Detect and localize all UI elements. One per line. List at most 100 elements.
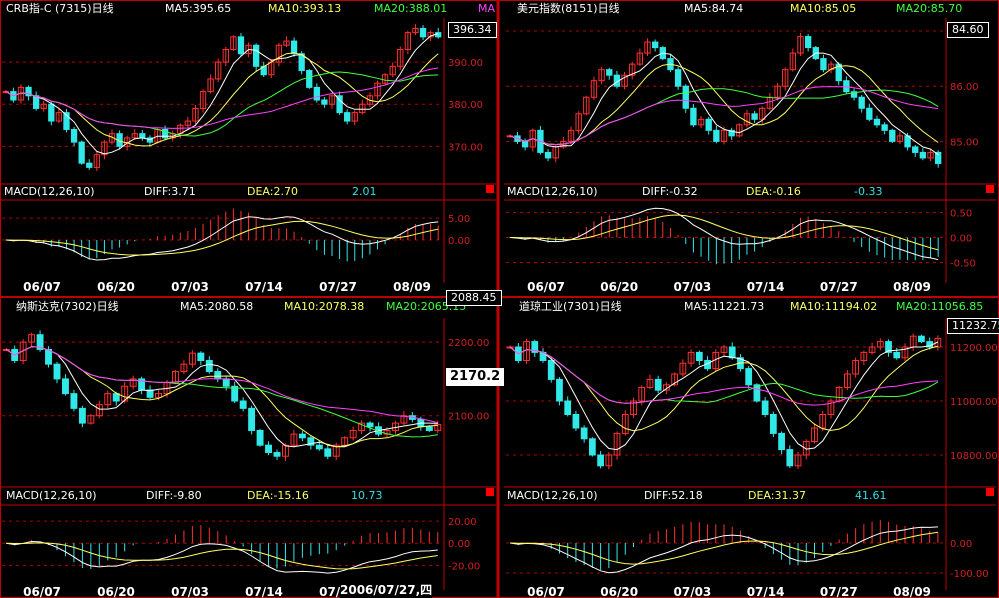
candle-body: [184, 120, 192, 126]
candle: [313, 83, 320, 103]
ma5-line: [5, 346, 438, 448]
usd-index-panel[interactable]: 美元指数(8151)日线 MA5:84.74 MA10:85.05 MA20:8…: [501, 0, 999, 296]
candle: [927, 149, 934, 162]
candle-body: [896, 135, 904, 142]
candle: [556, 377, 563, 406]
candle: [328, 93, 336, 109]
candle: [774, 82, 781, 101]
dow-jones-panel[interactable]: 道琼工业(7301)日线 MA5:11221.73 MA10:11194.02 …: [501, 298, 999, 598]
ma5-line: [509, 52, 939, 156]
candle-body: [172, 371, 179, 384]
candle-body: [843, 80, 850, 93]
candle: [215, 58, 222, 82]
candle: [131, 129, 138, 140]
candle-body: [804, 36, 812, 49]
candle-body: [794, 454, 802, 467]
nasdaq-panel[interactable]: 纳斯达克(7302)日线 MA5:2080.58 MA10:2078.38 MA…: [0, 290, 505, 598]
candle: [852, 357, 860, 378]
candle: [679, 359, 687, 377]
date-tick-label: 07/27: [319, 280, 357, 294]
candle: [613, 431, 621, 460]
candle: [858, 94, 865, 113]
candle-body: [121, 385, 129, 402]
candle-body: [556, 378, 563, 402]
candle-body: [621, 74, 628, 87]
candle: [605, 452, 613, 470]
candle-body: [687, 351, 695, 364]
macd-tick-label: 5.00: [448, 214, 470, 225]
candle: [101, 140, 108, 160]
candle: [736, 123, 743, 138]
candle: [583, 95, 590, 116]
macd-name: MACD(12,26,10): [4, 185, 95, 198]
candle-body: [366, 422, 374, 428]
candle-body: [743, 113, 751, 126]
date-tick-label: 06/20: [600, 585, 638, 598]
candle: [55, 108, 63, 123]
macd-tick-label: 20.00: [448, 517, 477, 528]
candle-body: [381, 74, 389, 84]
candle-body: [881, 124, 888, 131]
ma30-label: MA: [478, 2, 496, 15]
ma5-line: [509, 341, 939, 451]
candle-body: [215, 61, 222, 80]
date-tick-label: 07/27: [820, 280, 858, 294]
candle-body: [389, 65, 396, 76]
candle: [629, 61, 636, 80]
candle-body: [934, 151, 942, 164]
candle-body: [197, 352, 205, 361]
candle-body: [344, 112, 351, 122]
candle: [78, 140, 85, 165]
date-tick-label: 06/07: [527, 280, 565, 294]
candle-body: [131, 133, 138, 139]
candle: [358, 420, 366, 435]
title-bar: 美元指数(8151)日线 MA5:84.74 MA10:85.05 MA20:8…: [501, 0, 999, 18]
candle-body: [782, 69, 789, 87]
crb-panel[interactable]: CRB指-C (7315)日线 MA5:395.65 MA10:393.13 M…: [0, 0, 497, 296]
candle-body: [95, 404, 103, 417]
macd-dea: DEA:-0.16: [746, 185, 801, 198]
candle-body: [70, 393, 78, 409]
candle: [811, 423, 818, 444]
candle-body: [358, 422, 366, 431]
candle: [48, 101, 55, 126]
candle: [341, 436, 349, 447]
candle-body: [889, 129, 896, 142]
candle: [53, 361, 61, 384]
candle: [621, 71, 628, 90]
candle-body: [19, 341, 27, 362]
macd-diff-line: [5, 216, 439, 261]
candle: [351, 110, 358, 126]
candle-body: [547, 360, 555, 380]
candle-body: [32, 95, 40, 109]
date-tick-label: 06/20: [600, 280, 638, 294]
candle-body: [588, 438, 596, 456]
candle-body: [690, 107, 697, 126]
candle: [275, 42, 283, 67]
candle-body: [671, 373, 679, 386]
candle: [644, 38, 651, 57]
candle: [544, 149, 552, 162]
candle-body: [188, 352, 196, 365]
candle-body: [912, 146, 919, 153]
candle-body: [630, 400, 637, 415]
candle: [359, 99, 366, 115]
candle-body: [207, 78, 214, 93]
candle-body: [434, 424, 442, 431]
ma20-label: MA20:388.01: [374, 2, 448, 15]
candle-body: [222, 48, 229, 63]
candle: [62, 374, 69, 396]
price-tick-label: 10800.00: [950, 451, 998, 462]
candle: [298, 430, 306, 442]
macd-dea: DEA:31.37: [748, 489, 806, 502]
macd-value: 2.01: [352, 185, 377, 198]
candle-body: [575, 113, 582, 131]
candle-body: [679, 362, 687, 375]
candle: [598, 66, 605, 85]
candle: [804, 33, 812, 52]
candle: [636, 48, 644, 67]
candle: [575, 111, 582, 135]
candle-body: [28, 334, 36, 343]
macd-dea: DEA:2.70: [247, 185, 298, 198]
candle-body: [728, 129, 735, 137]
